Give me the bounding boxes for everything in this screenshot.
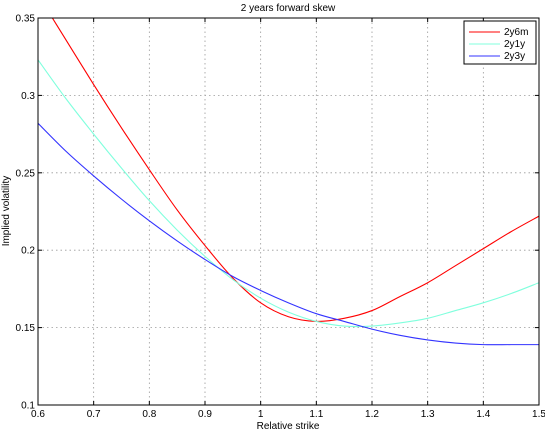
x-tick-label: 1.1 — [309, 409, 323, 420]
x-tick-label: 1.2 — [365, 409, 379, 420]
y-tick-label: 0.2 — [21, 246, 35, 257]
x-tick-label: 0.7 — [87, 409, 101, 420]
x-tick-label: 1 — [258, 409, 264, 420]
x-tick-labels: 0.6 0.7 0.8 0.9 1 1.1 1.2 1.3 1.4 1.5 — [31, 409, 545, 420]
legend-label-2y1y: 2y1y — [504, 39, 525, 50]
legend-label-2y3y: 2y3y — [504, 51, 525, 62]
x-axis-title: Relative strike — [257, 421, 320, 432]
y-tick-label: 0.3 — [21, 91, 35, 102]
chart-title: 2 years forward skew — [241, 3, 336, 14]
y-tick-label: 0.35 — [16, 14, 36, 25]
y-tick-label: 0.15 — [16, 323, 36, 334]
y-tick-label: 0.1 — [21, 401, 35, 412]
y-tick-labels: 0.1 0.15 0.2 0.25 0.3 0.35 — [16, 14, 36, 412]
y-axis-title: Implied volatility — [1, 176, 12, 247]
legend: 2y6m 2y1y 2y3y — [464, 21, 536, 64]
y-tick-label: 0.25 — [16, 168, 36, 179]
x-tick-label: 1.5 — [532, 409, 545, 420]
plot-area — [38, 18, 539, 405]
x-tick-label: 0.9 — [198, 409, 212, 420]
legend-label-2y6m: 2y6m — [504, 27, 528, 38]
x-tick-label: 0.8 — [142, 409, 156, 420]
x-tick-label: 1.3 — [421, 409, 435, 420]
x-tick-label: 1.4 — [476, 409, 490, 420]
